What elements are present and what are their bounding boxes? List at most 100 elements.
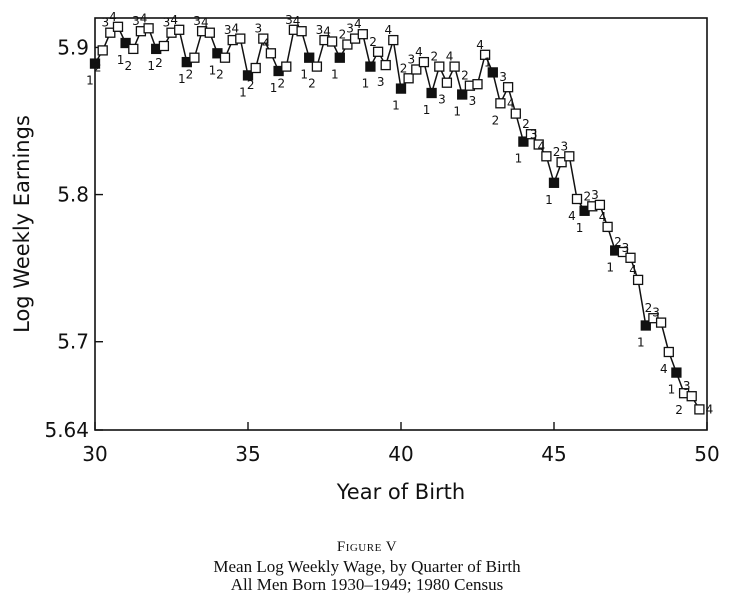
- quarter-label: 1: [178, 72, 186, 86]
- data-point: [112, 21, 124, 32]
- quarter-label: 4: [507, 97, 515, 111]
- quarter-label: 3: [499, 70, 507, 84]
- data-point-q1: [487, 67, 498, 78]
- data-point: [533, 139, 544, 150]
- data-point-q1: [89, 58, 101, 69]
- data-point: [265, 48, 277, 59]
- data-point: [418, 56, 430, 68]
- quarter-label: 4: [446, 50, 454, 64]
- quarter-label: 1: [300, 68, 308, 82]
- data-point: [594, 199, 606, 211]
- figure-caption-line-2: All Men Born 1930–1949; 1980 Census: [230, 575, 504, 594]
- data-point: [250, 62, 261, 74]
- quarter-label: 4: [476, 38, 484, 52]
- quarter-label: 4: [201, 16, 209, 30]
- quarter-label: 2: [400, 61, 408, 75]
- quarter-label: 4: [231, 22, 239, 36]
- quarter-label: 2: [614, 235, 622, 249]
- data-point: [625, 252, 636, 263]
- quarter-label: 4: [293, 14, 301, 28]
- quarter-label: 1: [86, 74, 94, 88]
- data-point-q1: [671, 367, 682, 378]
- quarter-label: 2: [216, 68, 224, 82]
- quarter-label: 3: [377, 75, 385, 89]
- data-point: [326, 36, 338, 47]
- x-tick-label: 50: [694, 442, 719, 466]
- data-point: [258, 33, 269, 44]
- quarter-label: 1: [209, 63, 217, 77]
- data-point: [556, 157, 567, 168]
- data-point: [617, 246, 629, 258]
- y-tick-label: 5.64: [44, 418, 89, 442]
- data-point: [411, 64, 422, 75]
- data-point: [434, 61, 445, 72]
- x-tick-label: 40: [388, 442, 413, 466]
- data-point-q1: [457, 89, 468, 100]
- data-point: [372, 46, 384, 57]
- quarter-label: 2: [492, 113, 500, 127]
- quarter-label: 2: [308, 77, 316, 91]
- data-point: [128, 43, 139, 55]
- data-point-q1: [548, 177, 560, 188]
- quarter-label: 2: [186, 68, 194, 82]
- data-point: [571, 193, 583, 205]
- quarter-label: 2: [155, 56, 163, 70]
- data-point: [357, 29, 368, 40]
- data-point: [189, 52, 200, 63]
- quarter-label: 2: [675, 403, 683, 417]
- data-point: [342, 39, 353, 50]
- data-point-q1: [304, 52, 315, 63]
- quarter-label: 2: [247, 78, 255, 92]
- quarter-label: 1: [484, 55, 492, 69]
- quarter-label: 3: [438, 93, 446, 107]
- data-point: [403, 73, 414, 84]
- data-point: [219, 52, 231, 63]
- data-point-q1: [365, 61, 376, 72]
- data-point-q1: [334, 52, 345, 63]
- quarter-label: 1: [515, 152, 523, 166]
- quarter-label: 1: [270, 81, 278, 95]
- data-point-q1: [518, 136, 529, 147]
- data-point: [235, 33, 246, 44]
- quarter-label: 4: [262, 36, 270, 50]
- quarter-label: 3: [622, 241, 630, 255]
- quarter-label: 3: [530, 128, 538, 142]
- quarter-label: 1: [362, 77, 370, 91]
- data-point: [380, 59, 391, 71]
- data-point: [663, 346, 674, 358]
- data-point: [441, 77, 453, 88]
- quarter-label: 3: [193, 14, 201, 28]
- quarter-label: 4: [415, 45, 423, 59]
- quarter-label: 2: [430, 50, 438, 64]
- quarter-label: 3: [560, 139, 568, 153]
- data-point: [449, 61, 460, 72]
- data-point: [105, 27, 116, 38]
- data-point: [311, 61, 323, 72]
- data-point: [525, 129, 537, 140]
- quarter-label: 3: [591, 188, 599, 202]
- quarter-label: 1: [668, 383, 676, 397]
- data-point: [204, 27, 215, 38]
- data-point: [564, 151, 575, 162]
- quarter-label: 3: [101, 16, 109, 30]
- data-point: [158, 40, 170, 52]
- quarter-label: 1: [453, 105, 461, 119]
- quarter-label: 1: [392, 99, 400, 113]
- quarter-label: 4: [599, 210, 607, 224]
- quarter-label: 4: [109, 10, 117, 24]
- quarter-label: 3: [407, 53, 415, 67]
- quarter-label: 4: [354, 17, 362, 31]
- data-point-q1: [242, 70, 254, 81]
- x-axis-title: Year of Birth: [336, 480, 465, 504]
- quarter-label: 1: [545, 193, 553, 207]
- quarter-label: 3: [285, 13, 293, 27]
- data-point-q1: [640, 320, 651, 331]
- data-point: [694, 404, 705, 415]
- data-point: [281, 61, 292, 72]
- data-point: [510, 108, 521, 119]
- data-point: [479, 49, 491, 60]
- quarter-label: 4: [660, 362, 668, 376]
- quarter-label: 2: [522, 117, 530, 131]
- quarter-label: 2: [461, 69, 469, 83]
- quarter-label: 3: [316, 23, 324, 37]
